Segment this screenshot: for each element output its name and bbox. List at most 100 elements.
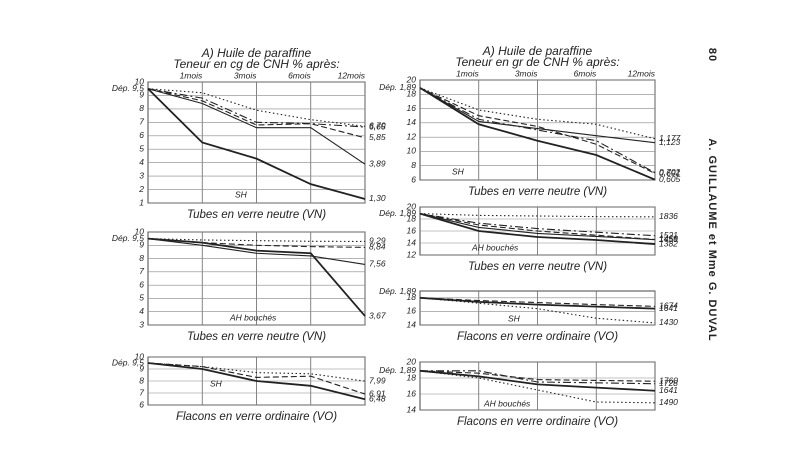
chart-title: A) Huile de paraffine — [201, 46, 312, 60]
y-tick-label: 7 — [139, 266, 144, 276]
data-line — [419, 370, 656, 382]
annotation: SH — [210, 378, 223, 388]
y-tick-label: Dép. 9,5 — [112, 357, 144, 367]
data-line — [147, 88, 366, 200]
y-tick-label: 18 — [407, 372, 417, 382]
x-tick-label: 1mois — [456, 68, 479, 78]
y-tick-label: 14 — [407, 117, 417, 127]
data-line — [420, 370, 656, 385]
y-tick-label: 8 — [139, 375, 144, 385]
data-line — [147, 88, 366, 139]
y-tick-label: 8 — [139, 103, 144, 113]
annotation: AH bouchés — [483, 398, 531, 408]
data-line — [419, 87, 656, 181]
y-tick-label: Dép. 9,5 — [112, 233, 144, 243]
data-line — [419, 296, 656, 310]
data-line — [419, 297, 656, 324]
value-label: 3,89 — [369, 158, 386, 168]
y-tick-label: 16 — [407, 306, 417, 316]
y-tick-label: 6 — [139, 130, 144, 140]
y-tick-label: 3 — [139, 170, 144, 180]
value-label: 1760 — [659, 375, 678, 385]
y-tick-label: 20 — [406, 201, 417, 211]
y-tick-label: 10 — [135, 351, 145, 361]
annotation: SH — [235, 189, 248, 199]
data-line — [419, 213, 656, 241]
value-label: 1641 — [659, 385, 678, 395]
y-tick-label: 9 — [139, 363, 144, 373]
y-tick-label: Dép. 9,5 — [112, 83, 144, 93]
annotation: SH — [452, 166, 465, 176]
value-label: 3,67 — [369, 310, 386, 320]
value-label: 1836 — [659, 211, 678, 221]
value-label: 9,29 — [369, 236, 386, 246]
y-tick-label: 2 — [138, 184, 144, 194]
y-tick-label: 12 — [407, 249, 417, 259]
x-axis-label: Flacons en verre ordinaire (VO) — [457, 416, 618, 428]
value-label: 1382 — [659, 238, 678, 248]
value-label: 1430 — [659, 317, 678, 327]
y-tick-label: 18 — [407, 89, 417, 99]
chart-subtitle: Teneur en gr de CNH % après: — [455, 55, 619, 69]
value-label: 7,56 — [369, 259, 386, 269]
x-axis-label: Tubes en verre neutre (VN) — [468, 186, 607, 198]
annotation: AH bouchés — [471, 242, 519, 252]
data-line — [147, 88, 366, 128]
chart-subtitle: Teneur en cg de CNH % après: — [173, 57, 339, 71]
y-tick-label: 5 — [139, 293, 144, 303]
x-tick-label: 3mois — [234, 70, 257, 80]
y-tick-label: 8 — [139, 253, 144, 263]
x-tick-label: 1mois — [180, 70, 203, 80]
y-tick-label: 4 — [139, 157, 144, 167]
value-label: 1456 — [659, 234, 678, 244]
x-axis-label: Flacons en verre ordinaire (VO) — [457, 331, 618, 343]
value-label: 0,691 — [659, 168, 681, 178]
data-line — [419, 212, 656, 245]
running-head: A. GUILLAUME et Mme G. DUVAL — [706, 138, 718, 341]
value-label: 1,123 — [659, 137, 681, 147]
y-tick-label: Dép. 1,89 — [379, 286, 416, 296]
y-tick-label: 3 — [139, 319, 144, 329]
y-tick-label: 20 — [406, 356, 417, 366]
value-label: 0,702 — [659, 167, 681, 177]
value-label: 0,605 — [659, 174, 681, 184]
y-tick-label: 1 — [139, 197, 144, 207]
y-tick-label: 9 — [139, 240, 144, 250]
chart-title: A) Huile de paraffine — [482, 44, 593, 58]
data-line — [147, 362, 366, 395]
y-tick-label: Dép. 1,89 — [379, 208, 416, 218]
annotation: SH — [508, 313, 521, 323]
value-label: 6,48 — [369, 393, 386, 403]
y-tick-label: 12 — [407, 131, 417, 141]
x-axis-label: Tubes en verre neutre (VN) — [187, 331, 326, 343]
x-axis-label: Flacons en verre ordinaire (VO) — [176, 411, 337, 423]
y-tick-label: 5 — [139, 143, 144, 153]
data-line — [147, 88, 366, 165]
y-tick-label: 16 — [407, 388, 417, 398]
y-tick-label: 8 — [411, 160, 416, 170]
value-label: 6,70 — [369, 121, 386, 131]
y-tick-label: Dép. 1,89 — [379, 82, 416, 92]
y-tick-label: 20 — [406, 74, 417, 84]
value-label: 1459 — [659, 234, 678, 244]
x-tick-label: 12mois — [338, 70, 366, 80]
y-tick-label: Dép. 1,89 — [379, 365, 416, 375]
y-tick-label: 16 — [407, 225, 417, 235]
value-label: 1674 — [659, 301, 678, 311]
y-tick-label: 16 — [407, 103, 417, 113]
x-tick-label: 3mois — [515, 68, 538, 78]
value-label: 1,177 — [659, 133, 681, 143]
data-line — [419, 369, 656, 392]
data-line — [419, 213, 656, 241]
x-tick-label: 12mois — [628, 68, 656, 78]
data-line — [419, 213, 656, 237]
y-tick-label: 10 — [407, 146, 417, 156]
data-line — [419, 87, 656, 140]
value-label: 1728 — [659, 378, 678, 388]
data-line — [147, 237, 366, 317]
value-label: 5,85 — [369, 132, 386, 142]
data-line — [147, 362, 366, 401]
x-axis-label: Tubes en verre neutre (VN) — [187, 209, 326, 221]
value-label: 1490 — [659, 397, 678, 407]
